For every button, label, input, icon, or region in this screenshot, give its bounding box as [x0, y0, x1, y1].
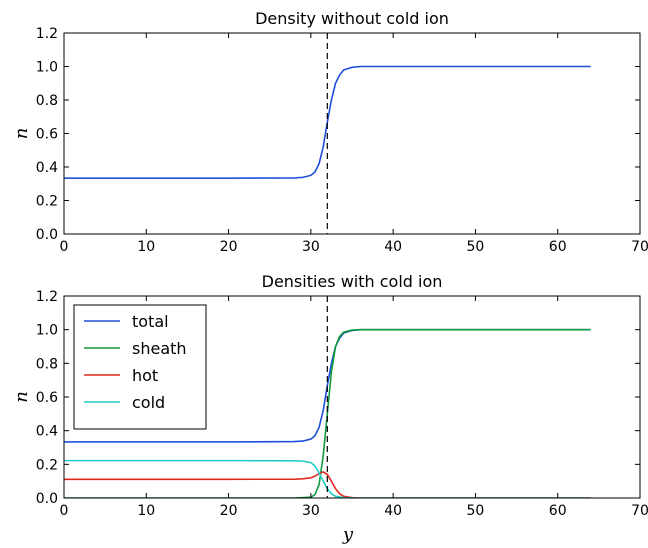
chart-2-xlabel: y — [342, 524, 354, 545]
chart-2-xtick-label: 40 — [384, 503, 402, 519]
chart-2-xtick-label: 0 — [60, 503, 69, 519]
chart-1-ytick-label: 0.8 — [36, 93, 58, 109]
chart-1-ytick-label: 0.6 — [36, 127, 58, 143]
chart-1-xtick-label: 70 — [631, 239, 648, 255]
chart-2-legend-box — [73, 304, 207, 430]
chart-1-title: Density without cold ion — [255, 9, 449, 28]
chart-1-ytick-label: 1.2 — [36, 26, 58, 42]
chart-2-xtick-label: 50 — [467, 503, 485, 519]
chart-2-legend-label-total: total — [132, 312, 169, 331]
chart-1-ytick-label: 0.4 — [36, 160, 58, 176]
chart-2-ytick-label: 0.4 — [36, 424, 58, 440]
chart-1-xtick-label: 30 — [302, 239, 320, 255]
chart-1-ytick-label: 0.0 — [36, 227, 58, 243]
chart-2-series-hot — [64, 471, 591, 498]
chart-2-xtick-label: 60 — [549, 503, 567, 519]
chart-1-axes-frame — [63, 32, 641, 235]
chart-2-legend-label-hot: hot — [132, 366, 158, 385]
chart-2-ytick-label: 0.0 — [36, 491, 58, 507]
chart-1-ytick-label: 0.2 — [36, 194, 58, 210]
chart-2-ytick-label: 0.6 — [36, 390, 58, 406]
chart-1-xtick-label: 60 — [549, 239, 567, 255]
chart-1-xtick-label: 20 — [220, 239, 238, 255]
chart-2-ylabel: n — [11, 391, 32, 403]
chart-2-ytick-label: 1.2 — [36, 289, 58, 305]
chart-2-ytick-label: 1.0 — [36, 323, 58, 339]
chart-1-xtick-label: 40 — [384, 239, 402, 255]
chart-2-xtick-label: 10 — [137, 503, 155, 519]
chart-1-ytick-label: 1.0 — [36, 60, 58, 76]
chart-1-ylabel: n — [11, 128, 32, 140]
chart-2-xtick-label: 70 — [631, 503, 648, 519]
chart-2-ytick-label: 0.8 — [36, 356, 58, 372]
chart-1-series-line-1 — [64, 65, 591, 180]
chart-2-legend-label-cold: cold — [132, 393, 165, 412]
chart-2-title: Densities with cold ion — [262, 272, 443, 291]
chart-2-series-sheath — [64, 328, 591, 498]
chart-1-xtick-label: 0 — [60, 239, 69, 255]
chart-2-legend-label-sheath: sheath — [132, 339, 187, 358]
chart-2-ytick-label: 0.2 — [36, 457, 58, 473]
chart-2-xtick-label: 30 — [302, 503, 320, 519]
chart-1-xtick-label: 50 — [467, 239, 485, 255]
chart-1-xtick-label: 10 — [137, 239, 155, 255]
chart-2-xtick-label: 20 — [220, 503, 238, 519]
